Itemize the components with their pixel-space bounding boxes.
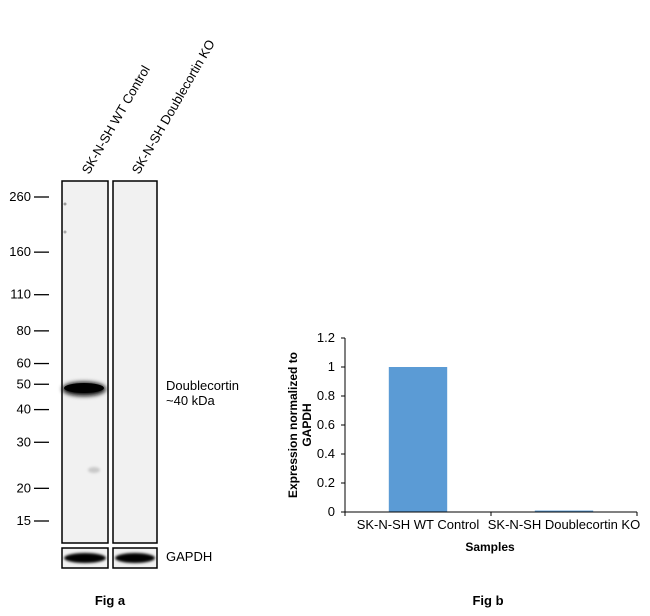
blot-speck <box>63 230 67 234</box>
bar-1 <box>388 367 448 512</box>
mw-marker-label: 60 <box>17 356 31 371</box>
bar-2 <box>534 510 594 512</box>
y-tick-label: 0.4 <box>317 446 335 461</box>
y-axis-title-line1: Expression normalized to <box>286 352 300 498</box>
band-size-label: ~40 kDa <box>166 393 216 408</box>
x-axis-ticks: SK-N-SH WT Control SK-N-SH Doublecortin K… <box>344 512 640 532</box>
mw-marker-label: 40 <box>17 402 31 417</box>
y-tick-label: 0.2 <box>317 475 335 490</box>
bars <box>388 367 594 512</box>
western-blot: SK-N-SH WT Control SK-N-SH Doublecortin … <box>9 37 239 608</box>
fig-b-caption: Fig b <box>472 593 503 608</box>
mw-marker-label: 160 <box>9 244 31 259</box>
mw-marker-label: 260 <box>9 189 31 204</box>
mw-markers: 260 160 110 80 60 50 40 30 20 15 <box>9 189 49 528</box>
gapdh-label: GAPDH <box>166 549 212 564</box>
y-tick-label: 0 <box>328 504 335 519</box>
y-tick-label: 0.6 <box>317 417 335 432</box>
mw-marker-label: 30 <box>17 434 31 449</box>
x-axis-title: Samples <box>465 540 515 554</box>
y-axis-title-line2: GAPDH <box>300 403 314 446</box>
lane-label-ko: SK-N-SH Doublecortin KO <box>129 37 218 177</box>
y-tick-label: 0.8 <box>317 388 335 403</box>
mw-marker-label: 80 <box>17 323 31 338</box>
y-tick-label: 1 <box>328 359 335 374</box>
mw-marker-label: 50 <box>17 376 31 391</box>
x-tick-label: SK-N-SH WT Control <box>357 517 480 532</box>
blot-lane-ko <box>112 180 158 544</box>
doublecortin-band-core <box>64 383 104 393</box>
y-tick-label: 1.2 <box>317 330 335 345</box>
y-axis-ticks: 0 0.2 0.4 0.6 0.8 1 1.2 <box>317 330 345 519</box>
x-tick-label: SK-N-SH Doublecortin KO <box>488 517 640 532</box>
faint-band <box>88 467 100 473</box>
mw-marker-label: 110 <box>10 287 31 302</box>
band-label: Doublecortin <box>166 378 239 393</box>
blot-lane-wt <box>61 180 109 544</box>
fig-a-caption: Fig a <box>95 593 126 608</box>
bar-chart: Expression normalized to GAPDH 0 0.2 0.4 0.… <box>286 330 640 608</box>
gapdh-band-ko <box>115 553 155 563</box>
blot-speck <box>63 202 67 206</box>
mw-marker-label: 20 <box>17 480 31 495</box>
mw-marker-label: 15 <box>17 513 31 528</box>
gapdh-band-wt <box>64 553 106 563</box>
